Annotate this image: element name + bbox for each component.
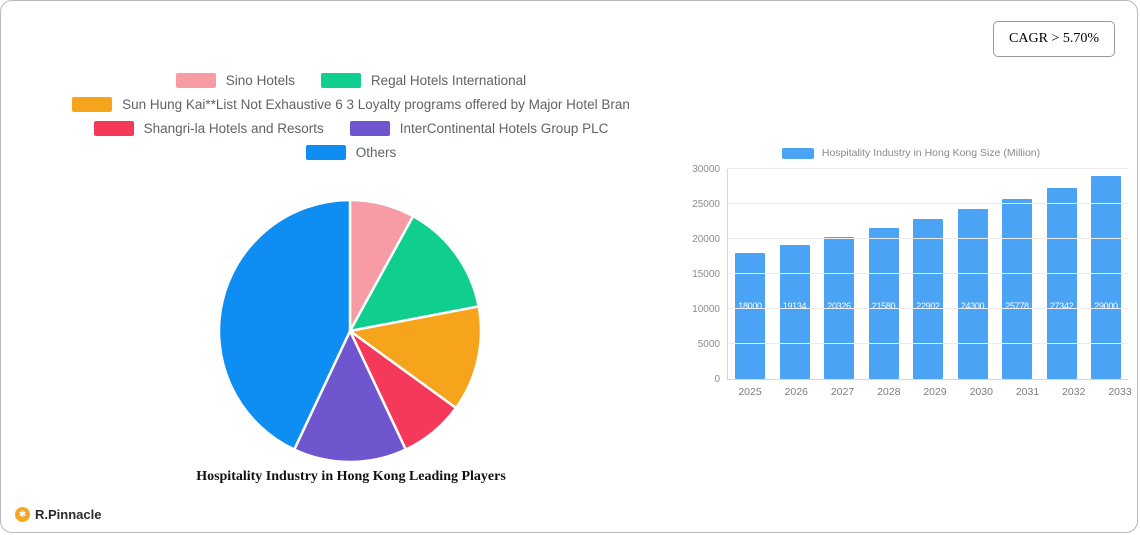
y-tick-label: 10000 (692, 304, 720, 315)
bar-value-label: 29000 (1094, 301, 1118, 311)
bar-plot: 18000 19134 20326 21580 22902 24300 25778 27342… (727, 169, 1128, 380)
pie-chart-wrap (214, 195, 486, 467)
bar[interactable]: 19134 (780, 245, 810, 379)
y-tick-label: 30000 (692, 164, 720, 175)
y-axis: 050001000015000200002500030000 (689, 169, 727, 379)
x-tick-label: 2025 (735, 386, 765, 398)
bar-chart: 050001000015000200002500030000 180001913… (689, 169, 1133, 380)
x-tick-label: 2027 (828, 386, 858, 398)
pie-chart-title: Hospitality Industry in Hong Kong Leadin… (1, 469, 701, 485)
legend-label: Sino Hotels (226, 73, 295, 88)
gridline (728, 168, 1128, 169)
bar-chart-section: Hospitality Industry in Hong Kong Size (… (689, 147, 1133, 398)
pinnacle-logo-text: R.Pinnacle (35, 507, 101, 522)
pie-legend-item[interactable]: Sino Hotels (176, 73, 295, 88)
legend-swatch (176, 73, 216, 88)
x-tick-label: 2033 (1105, 386, 1135, 398)
cagr-badge: CAGR > 5.70% (993, 21, 1115, 57)
y-tick-label: 15000 (692, 269, 720, 280)
x-tick-label: 2028 (874, 386, 904, 398)
bar-value-label: 18000 (738, 301, 762, 311)
x-labels: 2025 2026 2027 2028 2029 2030 2031 2032 2033 (728, 386, 1138, 398)
bar-legend-label: Hospitality Industry in Hong Kong Size (… (822, 147, 1040, 159)
bar-value-label: 24300 (961, 301, 985, 311)
bar-value-label: 21580 (872, 301, 896, 311)
y-tick-label: 20000 (692, 234, 720, 245)
bar[interactable]: 25778 (1002, 199, 1032, 379)
bar[interactable]: 27342 (1047, 188, 1077, 379)
x-tick-label: 2029 (920, 386, 950, 398)
legend-label: Sun Hung Kai**List Not Exhaustive 6 3 Lo… (122, 97, 630, 112)
legend-swatch (94, 121, 134, 136)
y-tick-label: 25000 (692, 199, 720, 210)
pie-chart-section: Sino Hotels Regal Hotels International Sun… (1, 73, 701, 169)
gridline (728, 203, 1128, 204)
legend-label: Shangri-la Hotels and Resorts (144, 121, 324, 136)
bar[interactable]: 18000 (735, 253, 765, 379)
y-tick-label: 5000 (698, 339, 720, 350)
pie-legend-row: Others (1, 145, 701, 160)
legend-swatch (321, 73, 361, 88)
bar-value-label: 19134 (783, 301, 807, 311)
pie-legend-row: Shangri-la Hotels and Resorts InterContin… (1, 121, 701, 136)
gridline (728, 238, 1128, 239)
bar-chart-legend[interactable]: Hospitality Industry in Hong Kong Size (… (689, 147, 1133, 159)
bar[interactable]: 22902 (913, 219, 943, 379)
pie-legend-row: Sino Hotels Regal Hotels International (1, 73, 701, 88)
bar-value-label: 20326 (827, 301, 851, 311)
report-card: CAGR > 5.70% Sino Hotels Regal Hotels Int… (0, 0, 1138, 533)
pie-legend-item[interactable]: InterContinental Hotels Group PLC (350, 121, 609, 136)
legend-swatch (306, 145, 346, 160)
bar[interactable]: 29000 (1091, 176, 1121, 379)
legend-label: Others (356, 145, 397, 160)
pie-legend: Sino Hotels Regal Hotels International Sun… (1, 73, 701, 160)
pinnacle-logo-icon: ✱ (15, 507, 30, 522)
bar[interactable]: 21580 (869, 228, 899, 379)
bars: 18000 19134 20326 21580 22902 24300 25778 27342… (728, 169, 1128, 379)
bar-value-label: 22902 (916, 301, 940, 311)
y-tick-label: 0 (714, 374, 720, 385)
pie-legend-item[interactable]: Sun Hung Kai**List Not Exhaustive 6 3 Lo… (72, 97, 630, 112)
pinnacle-logo: ✱ R.Pinnacle (15, 507, 101, 522)
x-tick-label: 2030 (966, 386, 996, 398)
pie-legend-item[interactable]: Regal Hotels International (321, 73, 526, 88)
cagr-label: CAGR > 5.70% (1009, 31, 1099, 46)
legend-swatch (72, 97, 112, 112)
x-tick-label: 2026 (781, 386, 811, 398)
bar[interactable]: 24300 (958, 209, 988, 379)
bar-value-label: 27342 (1050, 301, 1074, 311)
legend-label: InterContinental Hotels Group PLC (400, 121, 609, 136)
pie-legend-row: Sun Hung Kai**List Not Exhaustive 6 3 Lo… (1, 97, 701, 112)
gridline (728, 308, 1128, 309)
x-tick-label: 2031 (1013, 386, 1043, 398)
bar-legend-swatch (782, 148, 814, 159)
gridline (728, 343, 1128, 344)
pie-legend-item[interactable]: Others (306, 145, 397, 160)
legend-swatch (350, 121, 390, 136)
gridline (728, 273, 1128, 274)
pie-legend-item[interactable]: Shangri-la Hotels and Resorts (94, 121, 324, 136)
legend-label: Regal Hotels International (371, 73, 526, 88)
pie-chart (214, 195, 486, 467)
bar-value-label: 25778 (1005, 301, 1029, 311)
x-tick-label: 2032 (1059, 386, 1089, 398)
